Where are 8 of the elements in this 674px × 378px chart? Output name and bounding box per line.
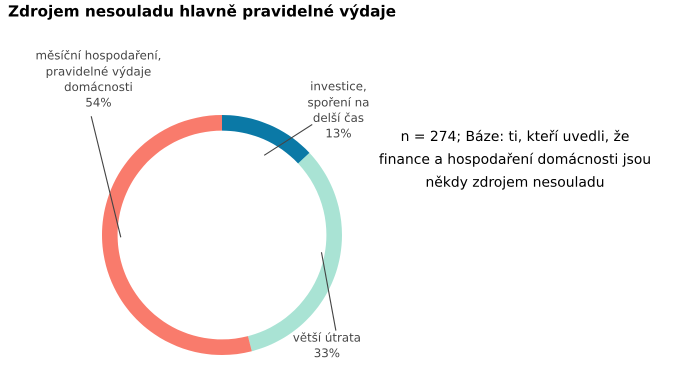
data-label: 33%: [314, 348, 340, 358]
data-label: 54%: [86, 98, 111, 107]
text: n = 274; Báze: ti, kteří uvedli, že finance a hospodaření domácnosti jsou někdy zdrojem nesouladu: [379, 130, 650, 190]
data-label: 13%: [326, 128, 351, 138]
chart-title: Zdrojem nesouladu hlavně pravidelné výdaje: [8, 4, 396, 20]
slice-label: měsíční hospodaření, pravidelné výdaje domácnosti: [36, 50, 160, 92]
slice-label: větší útrata: [293, 332, 360, 342]
slice-label: investice, spoření na delší čas: [308, 81, 368, 122]
